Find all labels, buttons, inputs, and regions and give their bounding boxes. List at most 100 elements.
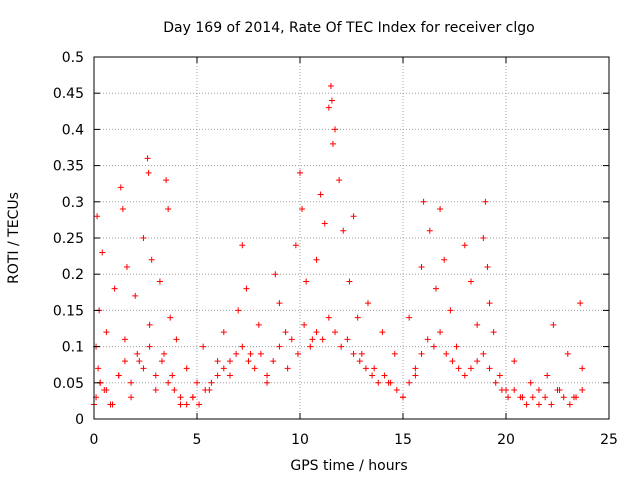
data-point	[432, 285, 439, 292]
data-point	[474, 321, 481, 328]
data-point	[161, 350, 168, 357]
data-point	[165, 379, 172, 386]
data-point	[412, 372, 419, 379]
y-tick-label: 0.25	[53, 231, 84, 247]
data-point	[542, 394, 549, 401]
data-point	[309, 336, 316, 343]
data-point	[152, 372, 159, 379]
x-tick-label: 10	[291, 432, 309, 448]
data-point	[145, 169, 152, 176]
data-point	[548, 401, 555, 408]
y-tick-label: 0.1	[62, 340, 84, 356]
data-point	[264, 372, 271, 379]
data-point	[523, 401, 530, 408]
data-point	[554, 387, 561, 394]
data-point	[447, 307, 454, 314]
data-point	[245, 358, 252, 365]
data-point	[490, 329, 497, 336]
data-point	[313, 329, 320, 336]
data-point	[103, 387, 110, 394]
y-tick-label: 0.15	[53, 303, 84, 319]
data-point	[492, 379, 499, 386]
x-tick-label: 25	[600, 432, 618, 448]
data-point	[511, 358, 518, 365]
data-point	[364, 300, 371, 307]
data-point	[119, 206, 126, 213]
data-point	[544, 372, 551, 379]
data-point	[579, 387, 586, 394]
data-point	[486, 300, 493, 307]
data-point	[332, 329, 339, 336]
data-point	[369, 372, 376, 379]
data-point	[529, 394, 536, 401]
data-point	[480, 350, 487, 357]
data-point	[183, 365, 190, 372]
data-point	[99, 249, 106, 256]
data-point	[208, 379, 215, 386]
data-point	[387, 379, 394, 386]
data-point	[163, 177, 170, 184]
data-point	[391, 350, 398, 357]
data-point	[577, 300, 584, 307]
data-point	[111, 285, 118, 292]
data-point	[443, 350, 450, 357]
data-point	[418, 350, 425, 357]
data-point	[288, 336, 295, 343]
data-point	[132, 292, 139, 299]
data-point	[344, 336, 351, 343]
data-point	[327, 82, 334, 89]
data-point	[233, 350, 240, 357]
data-point	[307, 343, 314, 350]
grid-lines	[94, 57, 609, 419]
data-point	[251, 365, 258, 372]
data-point	[140, 235, 147, 241]
data-point	[117, 184, 124, 191]
data-point	[461, 242, 468, 249]
data-point	[169, 372, 176, 379]
data-point	[441, 256, 448, 263]
data-point	[313, 256, 320, 263]
y-tick-label: 0.3	[62, 195, 84, 211]
data-point	[484, 263, 491, 270]
data-point	[194, 379, 200, 386]
y-axis-label: ROTI / TECUs	[6, 192, 22, 284]
data-point	[103, 329, 110, 336]
data-point	[239, 242, 246, 249]
data-point	[455, 365, 462, 372]
data-point	[550, 321, 557, 328]
data-point	[412, 365, 419, 372]
data-point	[284, 365, 291, 372]
data-point	[128, 379, 135, 386]
data-point	[449, 358, 456, 365]
data-point	[336, 177, 343, 184]
data-point	[329, 140, 336, 147]
data-point	[255, 321, 262, 328]
data-point	[189, 394, 196, 401]
data-point	[426, 227, 433, 234]
data-point	[354, 314, 361, 321]
data-point	[158, 358, 165, 365]
data-point	[292, 242, 299, 249]
data-point	[134, 350, 141, 357]
data-point	[325, 314, 332, 321]
data-point	[379, 329, 386, 336]
data-point	[579, 365, 586, 372]
data-point	[564, 350, 571, 357]
data-point	[214, 358, 221, 365]
y-tick-label: 0.4	[62, 122, 84, 138]
data-point	[321, 220, 328, 227]
y-tick-label: 0.5	[62, 50, 84, 66]
data-point	[346, 278, 353, 285]
data-point	[356, 358, 363, 365]
data-point	[144, 155, 151, 162]
y-tick-label: 0.2	[62, 267, 84, 283]
data-point	[393, 387, 400, 394]
data-point	[358, 350, 365, 357]
data-point	[496, 372, 503, 379]
data-point	[420, 198, 427, 205]
data-point	[301, 321, 308, 328]
data-point	[121, 358, 128, 365]
data-point	[294, 350, 301, 357]
